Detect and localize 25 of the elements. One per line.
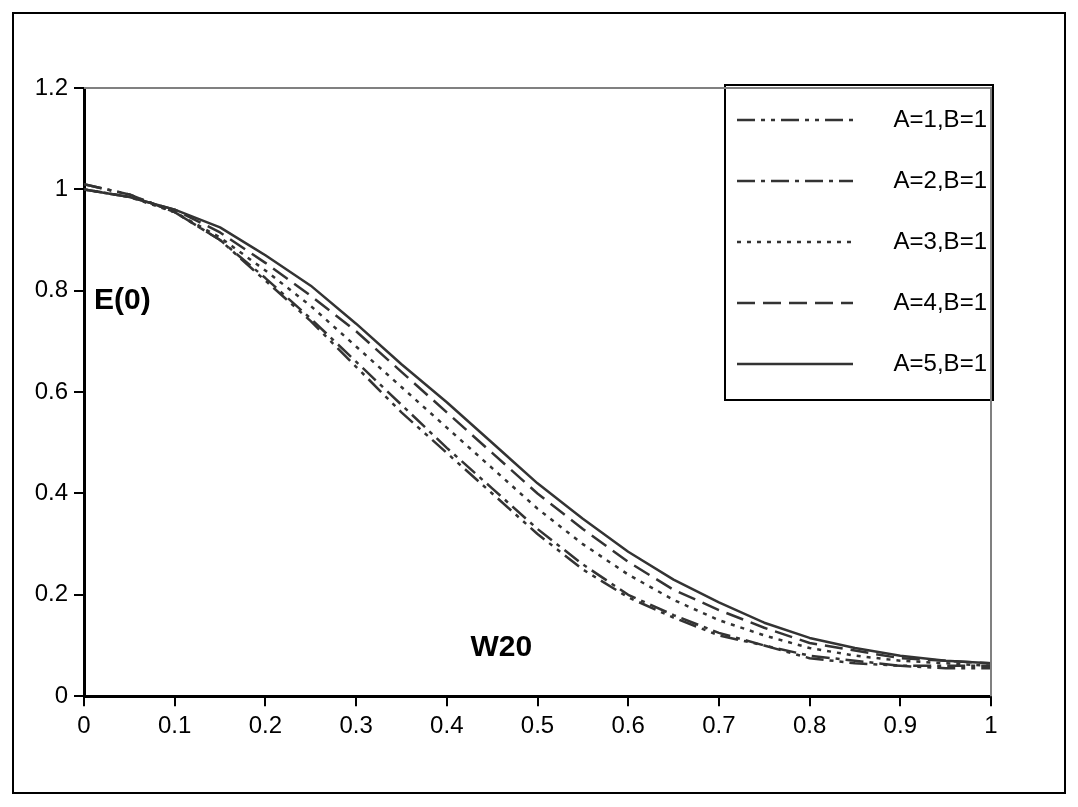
y-tick-label: 0	[54, 680, 68, 708]
y-tick-label: 1.2	[34, 72, 68, 100]
legend-label: A=2,B=1	[893, 165, 987, 193]
x-axis-title: W20	[470, 629, 533, 663]
x-tick-label: 0	[77, 711, 91, 739]
legend-label: A=4,B=1	[893, 287, 987, 315]
legend-label: A=1,B=1	[893, 104, 987, 132]
x-tick-label: 0.9	[883, 711, 917, 739]
y-tick-label: 1	[54, 173, 68, 201]
x-tick-label: 0.8	[792, 711, 827, 739]
y-tick-label: 0.8	[34, 275, 68, 303]
x-tick-label: 0.4	[430, 711, 464, 739]
x-tick-label: 0.6	[611, 711, 645, 739]
y-tick-label: 0.6	[34, 376, 68, 404]
x-tick-label: 0.3	[339, 711, 373, 739]
y-axis-title: E(0)	[94, 282, 151, 316]
x-tick-label: 0.1	[158, 711, 192, 739]
y-tick-label: 0.2	[34, 579, 68, 607]
x-tick-label: 1	[984, 711, 998, 739]
x-tick-label: 0.7	[702, 711, 736, 739]
x-tick-label: 0.5	[520, 711, 555, 739]
legend-label: A=5,B=1	[893, 348, 987, 376]
legend-label: A=3,B=1	[893, 226, 987, 254]
y-tick-label: 0.4	[34, 478, 68, 506]
x-tick-label: 0.2	[248, 711, 283, 739]
